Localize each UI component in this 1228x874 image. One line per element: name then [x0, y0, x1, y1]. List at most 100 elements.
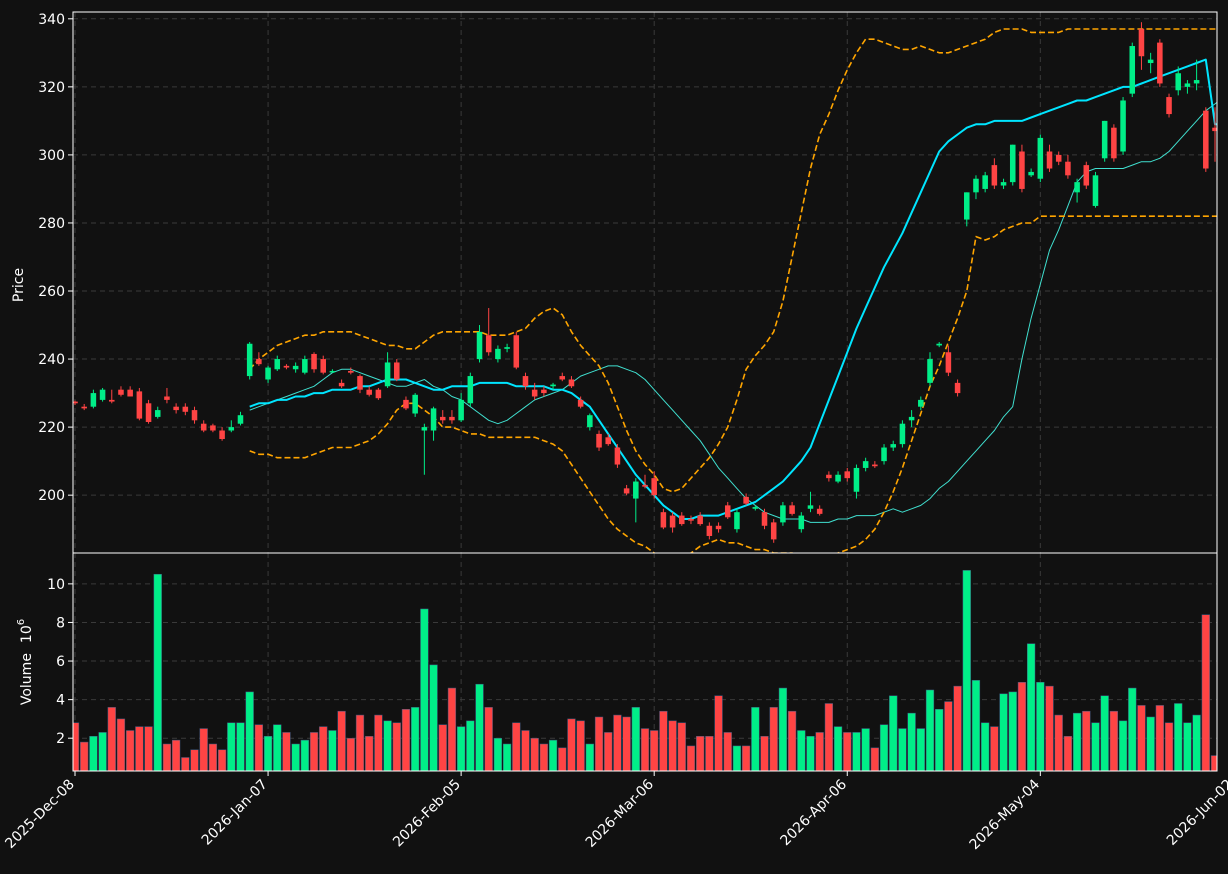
candle-up	[835, 474, 841, 482]
candle-up	[633, 481, 639, 499]
candle-up	[154, 410, 161, 417]
candle-up	[1147, 59, 1154, 64]
volume-bar	[1183, 722, 1192, 771]
candle-up	[973, 178, 979, 193]
candle-up	[237, 415, 244, 424]
volume-bar	[466, 720, 475, 771]
candle-up	[384, 362, 391, 387]
volume-bar	[1100, 695, 1109, 771]
candle-down	[182, 406, 189, 412]
candle-down	[439, 416, 446, 421]
candle-down	[109, 399, 115, 402]
candle-up	[1092, 175, 1099, 206]
volume-bar	[898, 728, 907, 771]
candle-down	[1166, 97, 1172, 115]
volume-bar	[806, 736, 815, 771]
candle-down	[348, 370, 354, 373]
candle-up	[228, 427, 235, 431]
volume-bar	[925, 689, 935, 771]
price-axis-label: Price	[11, 268, 27, 302]
volume-bar	[1146, 716, 1155, 771]
volume-bar	[199, 728, 208, 771]
volume-tick-label: 8	[56, 615, 65, 631]
volume-bar	[1008, 691, 1017, 771]
volume-bar	[282, 732, 291, 771]
volume-bar	[346, 737, 355, 771]
volume-exponent-base: 10	[19, 625, 35, 643]
volume-bar	[723, 732, 732, 771]
price-tick-label: 240	[38, 352, 65, 368]
candle-up	[467, 376, 474, 404]
candle-up	[734, 512, 740, 530]
candle-down	[394, 362, 400, 380]
volume-bar	[962, 570, 971, 771]
volume-bar	[89, 736, 98, 771]
volume-bar	[254, 724, 263, 771]
volume-tick-label: 10	[47, 577, 65, 593]
candle-down	[210, 425, 216, 431]
candle-down	[1138, 29, 1145, 57]
candle-down	[522, 376, 529, 387]
candle-up	[881, 447, 887, 462]
candle-down	[697, 515, 703, 525]
volume-bar	[861, 728, 870, 771]
candle-down	[541, 389, 547, 394]
candle-up	[1028, 171, 1034, 176]
volume-bar	[153, 573, 162, 771]
volume-bar	[1091, 722, 1100, 771]
volume-bar	[208, 743, 218, 771]
candle-up	[90, 393, 97, 407]
candle-up	[908, 416, 915, 421]
volume-bar	[824, 703, 833, 771]
candle-down	[623, 488, 630, 494]
candle-down	[954, 382, 961, 394]
candle-down	[844, 471, 851, 479]
volume-bar	[548, 739, 558, 771]
candle-up	[752, 507, 759, 509]
volume-bar	[797, 730, 806, 771]
candle-up	[1074, 182, 1080, 193]
volume-bar	[1017, 682, 1027, 771]
candle-up	[430, 408, 437, 431]
candle-down	[136, 391, 143, 419]
volume-bar	[401, 709, 411, 771]
candle-down	[1046, 151, 1053, 169]
candle-up	[550, 384, 556, 387]
volume-bar	[1164, 722, 1174, 771]
volume-bar	[604, 732, 613, 771]
ma-slow-line	[249, 58, 1217, 520]
candle-down	[605, 437, 611, 445]
volume-bar	[953, 685, 962, 771]
candle-up	[982, 175, 988, 189]
volume-bar	[263, 736, 273, 771]
candle-down	[706, 525, 713, 536]
volume-bar	[916, 728, 925, 771]
volume-bar	[135, 726, 144, 771]
volume-bar	[530, 737, 539, 771]
candle-up	[1129, 46, 1136, 94]
volume-bar	[576, 720, 585, 771]
candle-up	[329, 370, 336, 373]
volume-bar	[539, 743, 548, 771]
candle-down	[320, 359, 326, 373]
candle-down	[1019, 151, 1025, 189]
candle-up	[918, 399, 924, 407]
volume-bar	[907, 712, 916, 771]
volume-axis-label: Volume 106	[16, 619, 35, 705]
candle-up	[899, 423, 906, 445]
price-tick-label: 320	[38, 80, 65, 96]
candle-up	[1009, 144, 1016, 183]
price-y-ticks: 200 220 240 260 280 300 320 340	[38, 12, 73, 504]
volume-bar	[447, 687, 457, 771]
candle-up	[890, 444, 896, 448]
volume-bar	[107, 707, 116, 771]
volume-bar	[337, 710, 346, 771]
volume-bar	[1036, 682, 1045, 771]
candle-up	[780, 505, 786, 523]
volume-bar	[457, 726, 466, 771]
candle-up	[265, 367, 271, 380]
candle-down	[816, 508, 823, 514]
volume-bar	[594, 716, 604, 771]
candle-down	[743, 496, 749, 504]
candle-up	[99, 389, 106, 400]
